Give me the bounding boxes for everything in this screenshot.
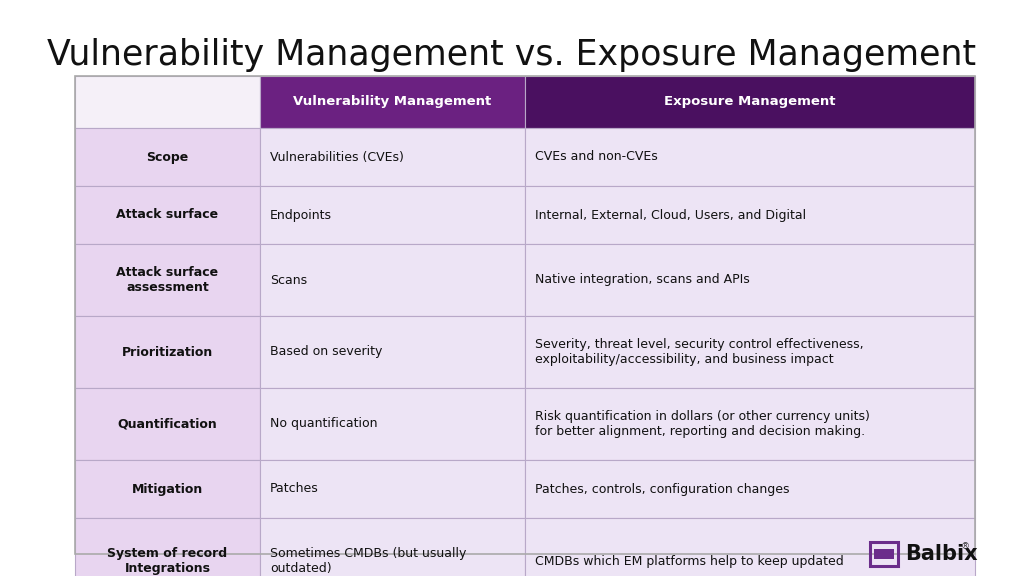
Text: ®: ®	[961, 542, 970, 551]
Bar	[525, 388, 975, 460]
Text: No quantification: No quantification	[270, 418, 378, 430]
Bar	[525, 128, 975, 186]
Bar	[75, 76, 260, 128]
Bar	[260, 244, 525, 316]
Text: Sometimes CMDBs (but usually
outdated): Sometimes CMDBs (but usually outdated)	[270, 547, 466, 575]
Bar	[75, 244, 260, 316]
Bar	[525, 460, 975, 518]
Bar	[525, 316, 975, 388]
Bar	[525, 76, 975, 128]
Text: Scope: Scope	[146, 150, 188, 164]
Bar	[525, 244, 975, 316]
Bar	[525, 518, 975, 576]
Text: Vulnerability Management vs. Exposure Management: Vulnerability Management vs. Exposure Ma…	[47, 38, 977, 72]
Text: Mitigation: Mitigation	[132, 483, 203, 495]
Bar	[75, 186, 260, 244]
Text: Patches: Patches	[270, 483, 318, 495]
Text: Balbix: Balbix	[905, 544, 978, 564]
Text: Severity, threat level, security control effectiveness,
exploitability/accessibi: Severity, threat level, security control…	[535, 338, 863, 366]
Bar	[75, 460, 260, 518]
Bar	[525, 186, 975, 244]
Text: CVEs and non-CVEs: CVEs and non-CVEs	[535, 150, 657, 164]
Text: Attack surface: Attack surface	[117, 209, 218, 222]
Text: Attack surface
assessment: Attack surface assessment	[117, 266, 218, 294]
Bar	[75, 316, 260, 388]
Bar	[75, 388, 260, 460]
Bar	[260, 186, 525, 244]
Text: Based on severity: Based on severity	[270, 346, 382, 358]
Text: CMDBs which EM platforms help to keep updated: CMDBs which EM platforms help to keep up…	[535, 555, 844, 567]
Bar	[874, 549, 894, 559]
Bar	[260, 128, 525, 186]
Text: Native integration, scans and APIs: Native integration, scans and APIs	[535, 274, 750, 286]
Bar	[75, 518, 260, 576]
Text: Scans: Scans	[270, 274, 307, 286]
Text: Quantification: Quantification	[118, 418, 217, 430]
Text: Internal, External, Cloud, Users, and Digital: Internal, External, Cloud, Users, and Di…	[535, 209, 806, 222]
Text: Endpoints: Endpoints	[270, 209, 332, 222]
Text: Vulnerability Management: Vulnerability Management	[293, 96, 492, 108]
Text: Exposure Management: Exposure Management	[665, 96, 836, 108]
Bar	[870, 542, 898, 566]
Text: Risk quantification in dollars (or other currency units)
for better alignment, r: Risk quantification in dollars (or other…	[535, 410, 869, 438]
Text: Patches, controls, configuration changes: Patches, controls, configuration changes	[535, 483, 790, 495]
Bar	[260, 76, 525, 128]
Bar	[260, 316, 525, 388]
Text: Prioritization: Prioritization	[122, 346, 213, 358]
Bar	[260, 388, 525, 460]
Text: Vulnerabilities (CVEs): Vulnerabilities (CVEs)	[270, 150, 403, 164]
Text: System of record
Integrations: System of record Integrations	[108, 547, 227, 575]
Bar	[260, 460, 525, 518]
Bar	[75, 76, 975, 554]
Bar	[75, 128, 260, 186]
Bar	[260, 518, 525, 576]
